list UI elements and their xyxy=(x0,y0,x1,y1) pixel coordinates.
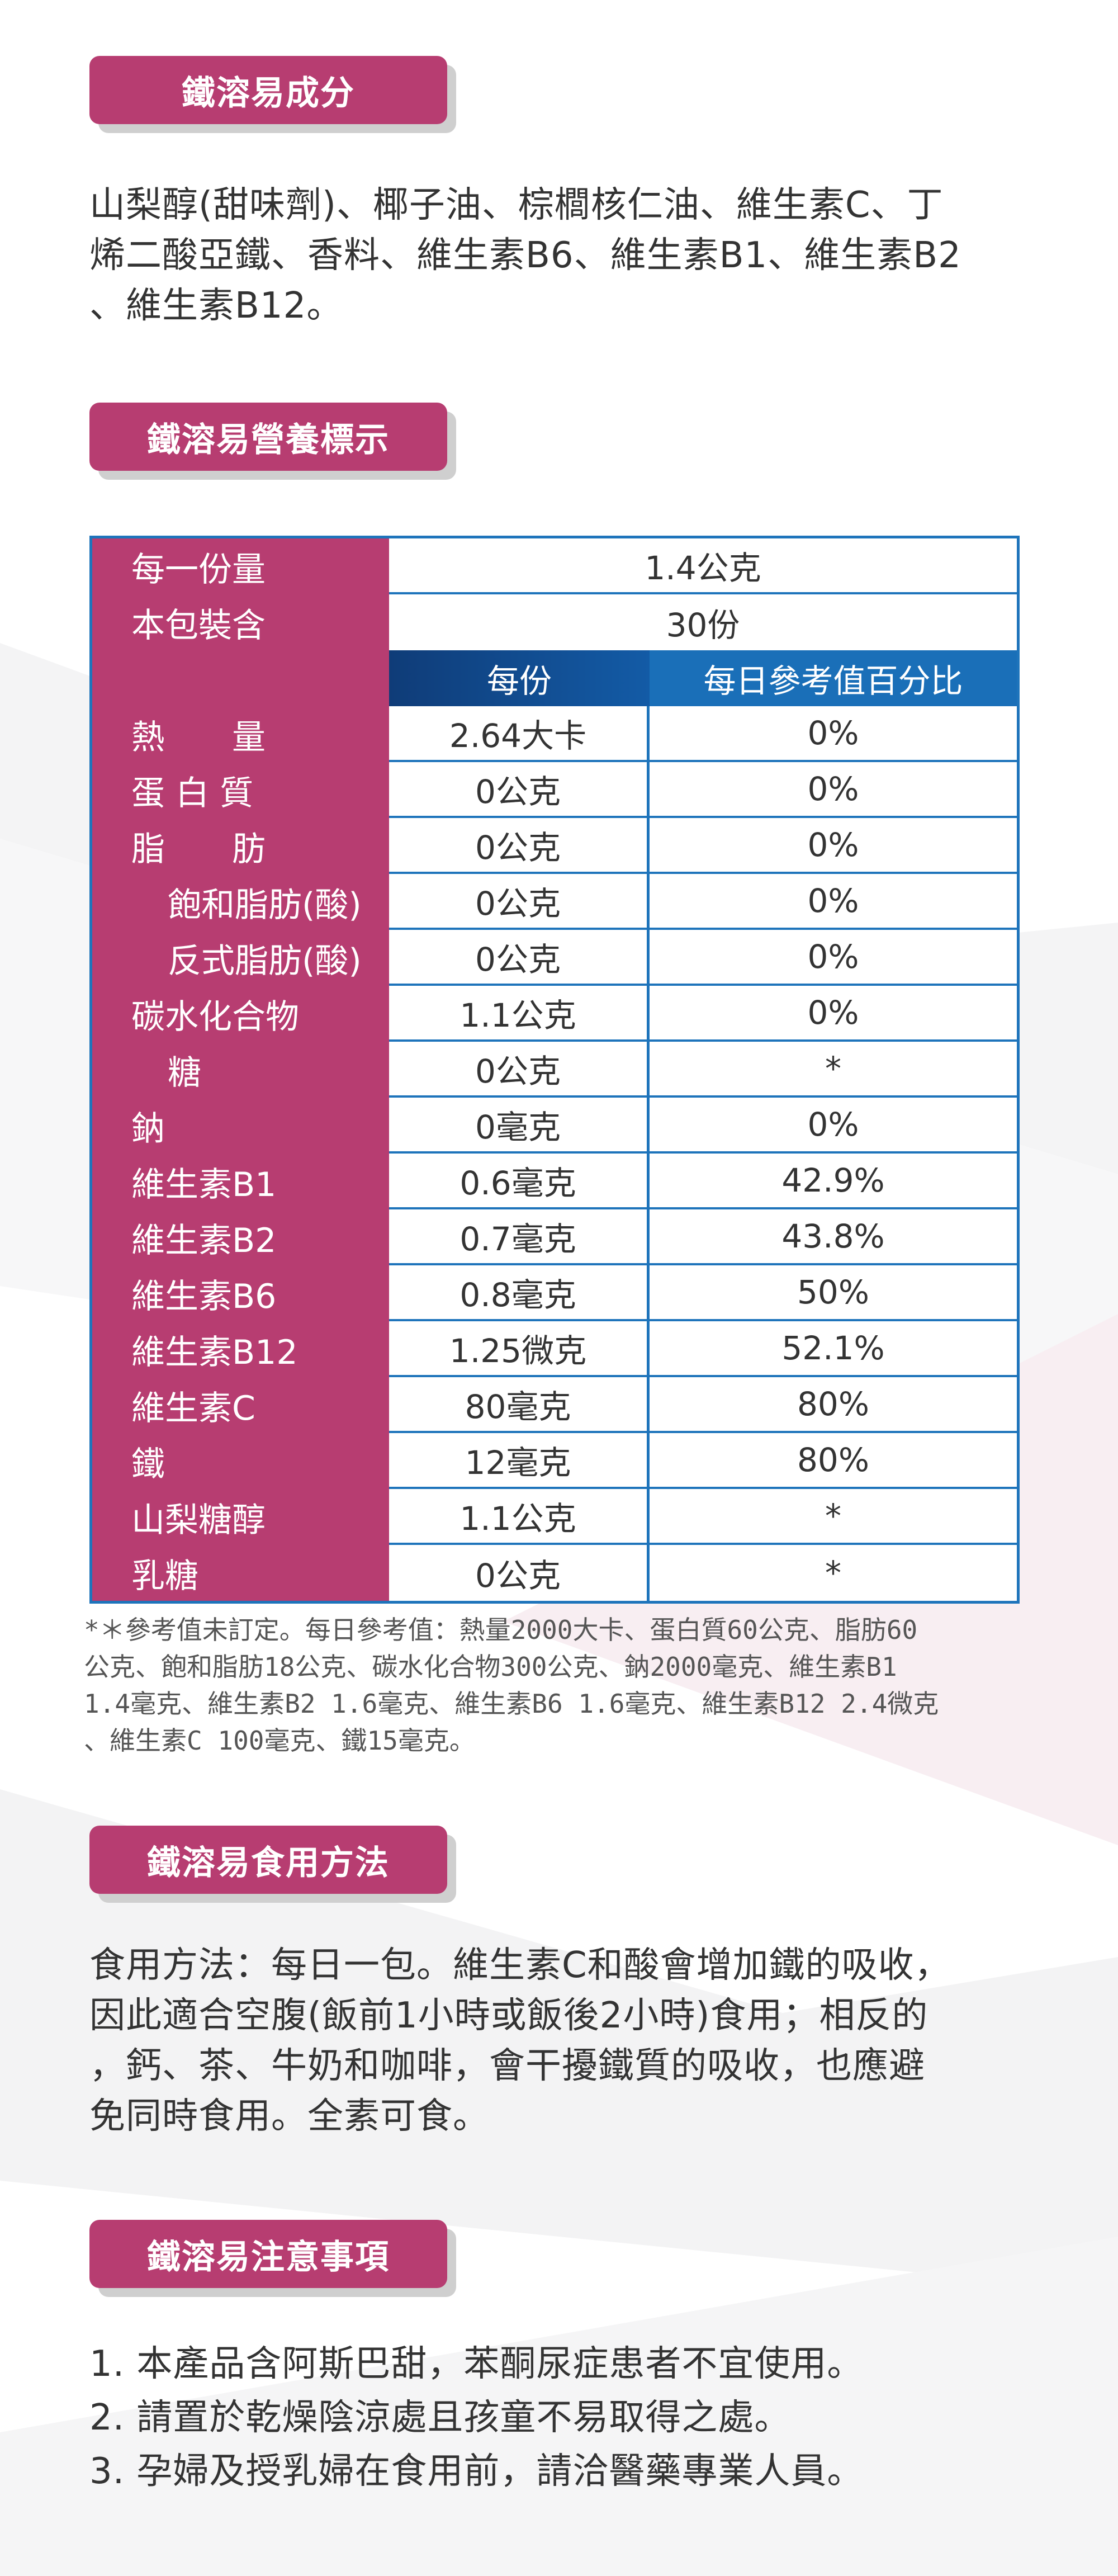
nutrient-label: 反式脂肪(酸) xyxy=(92,930,389,986)
daily-value-percent: 52.1% xyxy=(650,1321,1017,1377)
table-row: 反式脂肪(酸) 0公克 0% xyxy=(92,930,1017,986)
table-row: 糖 0公克 * xyxy=(92,1042,1017,1098)
table-row: 山梨糖醇 1.1公克 * xyxy=(92,1489,1017,1545)
per-serving-value: 0公克 xyxy=(389,762,650,818)
ingredients-line: 山梨醇(甜味劑)、椰子油、棕櫚核仁油、維生素C、丁 xyxy=(89,185,944,226)
daily-value-percent: 80% xyxy=(650,1433,1017,1489)
per-serving-value: 0公克 xyxy=(389,1545,650,1601)
per-serving-value: 0.7毫克 xyxy=(389,1209,650,1265)
daily-value-percent: 0% xyxy=(650,762,1017,818)
table-row: 鈉 0毫克 0% xyxy=(92,1098,1017,1154)
nutrient-label: 維生素B12 xyxy=(92,1321,389,1377)
per-serving-value: 1.1公克 xyxy=(389,986,650,1042)
table-row: 碳水化合物 1.1公克 0% xyxy=(92,986,1017,1042)
usage-line: 免同時食用。全素可食。 xyxy=(89,2096,489,2137)
per-serving-value: 2.64大卡 xyxy=(389,706,650,762)
ingredients-line: 、維生素B12。 xyxy=(89,285,343,327)
ingredients-title: 鐵溶易成分 xyxy=(89,56,447,124)
nutrition-table: 每一份量 1.4公克 本包裝含 30份 每份 每日參考值百分比 熱 量 2.64大… xyxy=(89,536,1020,1604)
nutrition-rows: 熱 量 2.64大卡 0% 蛋 白 質 0公克 0% 脂 肪 0公克 0% 飽和脂肪(酸) 0公克 0… xyxy=(92,706,1017,1601)
table-row: 飽和脂肪(酸) 0公克 0% xyxy=(92,874,1017,930)
daily-value-percent: * xyxy=(650,1042,1017,1098)
daily-value-percent: 43.8% xyxy=(650,1209,1017,1265)
daily-value-percent: 80% xyxy=(650,1377,1017,1433)
footnote: *＊參考值未訂定。每日參考值：熱量2000大卡、蛋白質60公克、脂肪60 公克、… xyxy=(84,1611,1045,1759)
daily-value-percent: 0% xyxy=(650,986,1017,1042)
package-label: 本包裝含 xyxy=(92,594,389,650)
column-header-per-serving: 每份 xyxy=(389,650,650,706)
footnote-line: 1.4毫克、維生素B2 1.6毫克、維生素B6 1.6毫克、維生素B12 2.4… xyxy=(84,1689,939,1719)
caution-list: 1. 本產品含阿斯巴甜，苯酮尿症患者不宜使用。 2. 請置於乾燥陰涼處且孩童不易… xyxy=(89,2337,1040,2498)
usage-text: 食用方法：每日一包。維生素C和酸會增加鐵的吸收， 因此適合空腹(飯前1小時或飯後… xyxy=(89,1940,1040,2142)
per-serving-value: 0公克 xyxy=(389,930,650,986)
daily-value-percent: 0% xyxy=(650,818,1017,874)
footnote-line: 、維生素C 100毫克、鐵15毫克。 xyxy=(84,1726,475,1756)
daily-value-percent: 42.9% xyxy=(650,1154,1017,1209)
nutrient-label: 糖 xyxy=(92,1042,389,1098)
per-serving-value: 1.1公克 xyxy=(389,1489,650,1545)
nutrient-label: 維生素B2 xyxy=(92,1209,389,1265)
daily-value-percent: 50% xyxy=(650,1265,1017,1321)
daily-value-percent: * xyxy=(650,1489,1017,1545)
nutrition-title: 鐵溶易營養標示 xyxy=(89,403,447,471)
per-serving-value: 0.6毫克 xyxy=(389,1154,650,1209)
nutrient-label: 維生素B1 xyxy=(92,1154,389,1209)
usage-line: 食用方法：每日一包。維生素C和酸會增加鐵的吸收， xyxy=(89,1945,951,1986)
list-item: 1. 本產品含阿斯巴甜，苯酮尿症患者不宜使用。 xyxy=(89,2343,864,2385)
table-row: 乳糖 0公克 * xyxy=(92,1545,1017,1601)
per-serving-value: 12毫克 xyxy=(389,1433,650,1489)
table-row: 鐵 12毫克 80% xyxy=(92,1433,1017,1489)
nutrient-label: 維生素B6 xyxy=(92,1265,389,1321)
nutrient-label: 熱 量 xyxy=(92,706,389,762)
table-row: 每一份量 1.4公克 xyxy=(92,538,1017,594)
nutrient-label: 碳水化合物 xyxy=(92,986,389,1042)
per-serving-value: 0公克 xyxy=(389,818,650,874)
daily-value-percent: * xyxy=(650,1545,1017,1601)
list-item: 3. 孕婦及授乳婦在食用前，請洽醫藥專業人員。 xyxy=(89,2451,864,2492)
header-spacer xyxy=(92,650,389,706)
column-header-daily-value: 每日參考值百分比 xyxy=(650,650,1017,706)
nutrient-label: 維生素C xyxy=(92,1377,389,1433)
usage-title: 鐵溶易食用方法 xyxy=(89,1826,447,1894)
nutrient-label: 乳糖 xyxy=(92,1545,389,1601)
usage-line: 因此適合空腹(飯前1小時或飯後2小時)食用；相反的 xyxy=(89,1995,928,2036)
nutrient-label: 蛋 白 質 xyxy=(92,762,389,818)
per-serving-value: 0毫克 xyxy=(389,1098,650,1154)
nutrient-label: 脂 肪 xyxy=(92,818,389,874)
table-row: 維生素B12 1.25微克 52.1% xyxy=(92,1321,1017,1377)
table-row: 維生素B6 0.8毫克 50% xyxy=(92,1265,1017,1321)
per-serving-value: 0公克 xyxy=(389,874,650,930)
list-item: 2. 請置於乾燥陰涼處且孩童不易取得之處。 xyxy=(89,2397,791,2438)
serving-value: 1.4公克 xyxy=(389,538,1017,594)
usage-line: ，鈣、茶、牛奶和咖啡，會干擾鐵質的吸收，也應避 xyxy=(89,2045,925,2087)
table-row: 本包裝含 30份 xyxy=(92,594,1017,650)
nutrient-label: 鐵 xyxy=(92,1433,389,1489)
footnote-line: 公克、飽和脂肪18公克、碳水化合物300公克、鈉2000毫克、維生素B1 xyxy=(84,1652,897,1682)
table-row: 維生素C 80毫克 80% xyxy=(92,1377,1017,1433)
serving-label: 每一份量 xyxy=(92,538,389,594)
nutrient-label: 山梨糖醇 xyxy=(92,1489,389,1545)
nutrient-label: 鈉 xyxy=(92,1098,389,1154)
footnote-line: *＊參考值未訂定。每日參考值：熱量2000大卡、蛋白質60公克、脂肪60 xyxy=(84,1615,918,1645)
per-serving-value: 1.25微克 xyxy=(389,1321,650,1377)
table-row: 維生素B2 0.7毫克 43.8% xyxy=(92,1209,1017,1265)
daily-value-percent: 0% xyxy=(650,706,1017,762)
nutrient-label: 飽和脂肪(酸) xyxy=(92,874,389,930)
daily-value-percent: 0% xyxy=(650,874,1017,930)
package-value: 30份 xyxy=(389,594,1017,650)
daily-value-percent: 0% xyxy=(650,1098,1017,1154)
table-row: 熱 量 2.64大卡 0% xyxy=(92,706,1017,762)
per-serving-value: 0公克 xyxy=(389,1042,650,1098)
table-row: 脂 肪 0公克 0% xyxy=(92,818,1017,874)
table-row: 維生素B1 0.6毫克 42.9% xyxy=(92,1154,1017,1209)
table-header-row: 每份 每日參考值百分比 xyxy=(92,650,1017,706)
ingredients-text: 山梨醇(甜味劑)、椰子油、棕櫚核仁油、維生素C、丁 烯二酸亞鐵、香料、維生素B6… xyxy=(89,180,1040,331)
daily-value-percent: 0% xyxy=(650,930,1017,986)
caution-title: 鐵溶易注意事項 xyxy=(89,2220,447,2288)
per-serving-value: 0.8毫克 xyxy=(389,1265,650,1321)
ingredients-line: 烯二酸亞鐵、香料、維生素B6、維生素B1、維生素B2 xyxy=(89,235,961,276)
table-row: 蛋 白 質 0公克 0% xyxy=(92,762,1017,818)
per-serving-value: 80毫克 xyxy=(389,1377,650,1433)
